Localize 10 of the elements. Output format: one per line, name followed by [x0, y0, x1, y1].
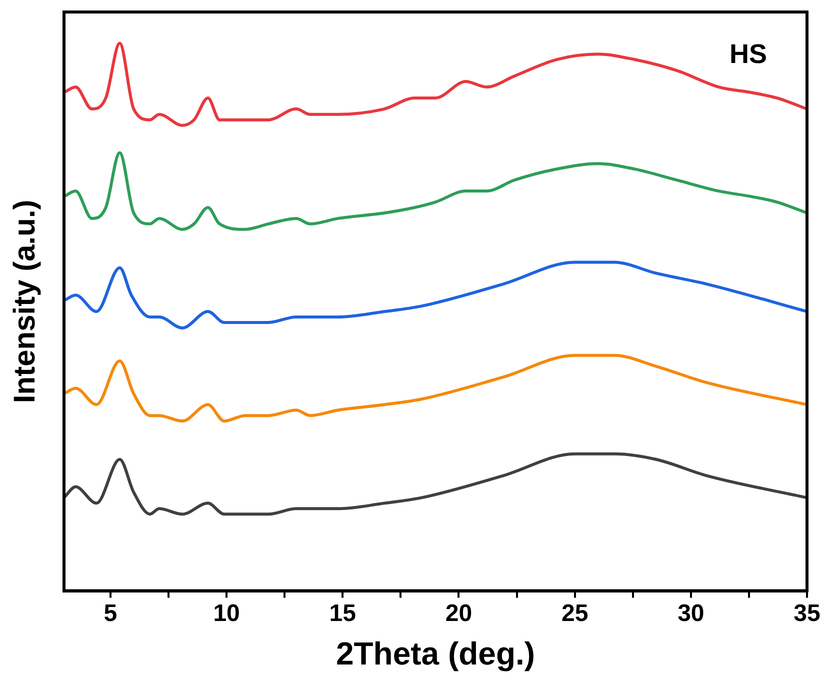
- y-axis-title: Intensity (a.u.): [8, 200, 42, 404]
- x-tick-label: 20: [445, 600, 472, 627]
- x-tick-label: 25: [561, 600, 588, 627]
- x-tick-label: 5: [104, 600, 118, 627]
- x-tick-label: 15: [329, 600, 356, 627]
- x-tick-label: 35: [794, 600, 820, 627]
- annotation: HS: [729, 38, 767, 69]
- x-tick-label: 30: [678, 600, 704, 627]
- x-tick-label: 10: [213, 600, 240, 627]
- x-axis-title: 2Theta (deg.): [336, 636, 536, 672]
